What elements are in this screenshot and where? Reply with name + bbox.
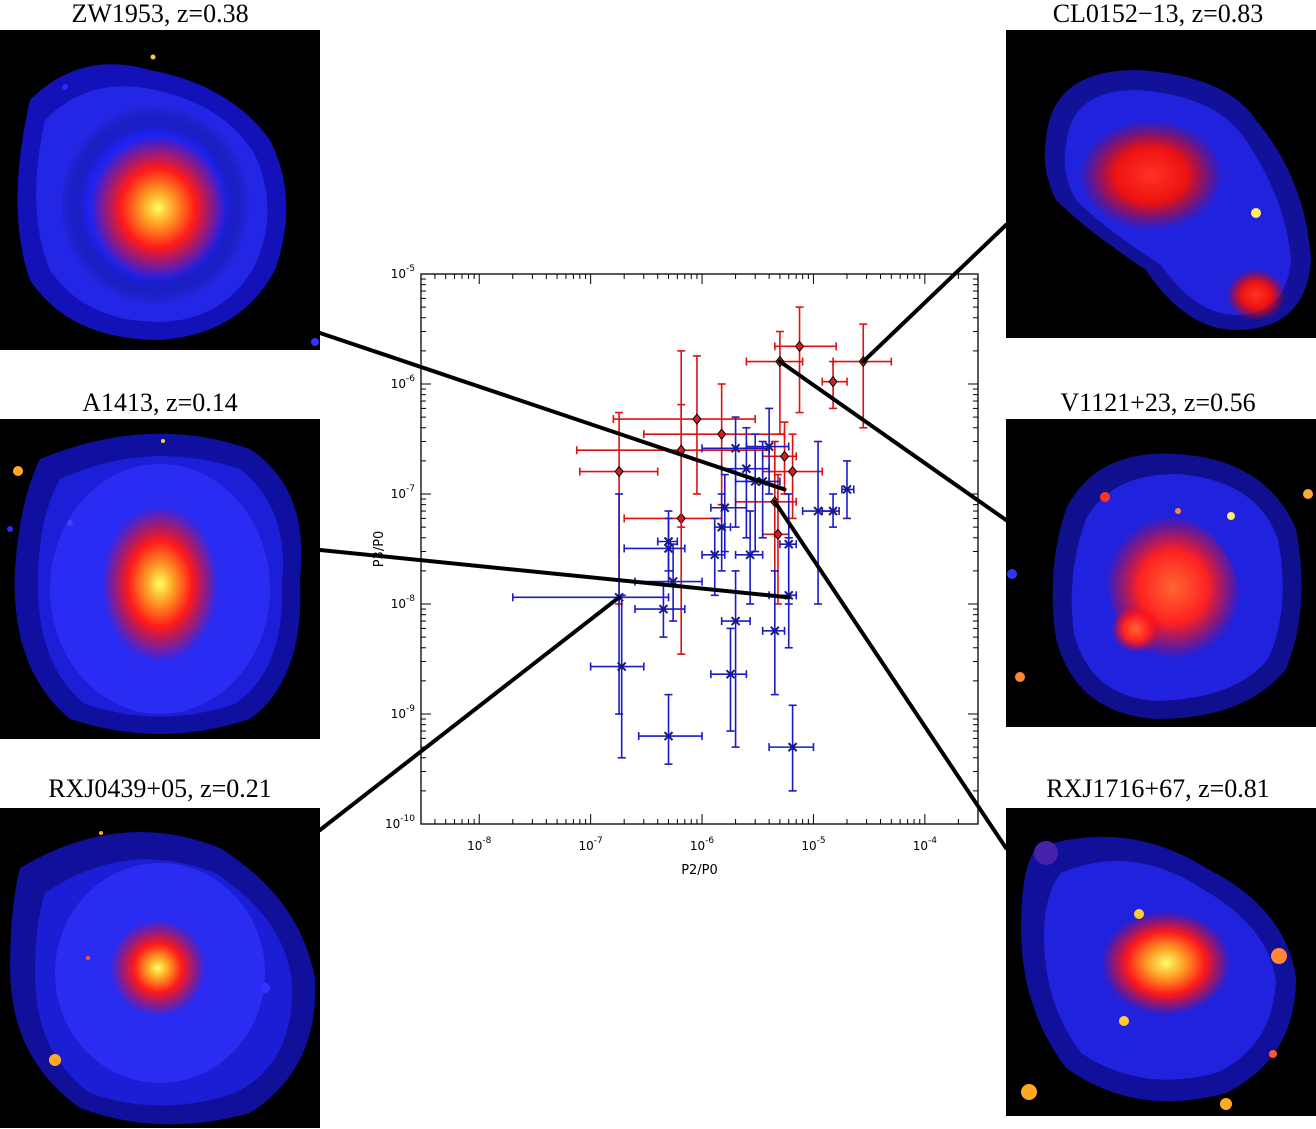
- y-tick-label: 10-7: [391, 484, 415, 501]
- diamond-marker: [717, 428, 727, 440]
- data-point: [761, 570, 786, 696]
- diamond-marker: [775, 355, 785, 368]
- x-marker: [730, 616, 741, 626]
- data-point: [734, 510, 764, 605]
- diamond-marker: [692, 413, 702, 425]
- x-marker: [663, 731, 674, 741]
- data-point: [821, 360, 848, 410]
- panel-title-cl0152: CL0152−13, z=0.83: [1052, 0, 1264, 28]
- data-point: [710, 473, 748, 553]
- data-point: [656, 510, 679, 572]
- x-marker: [720, 503, 730, 513]
- panel-image-rxj1716: [1006, 808, 1316, 1116]
- data-point: [637, 693, 703, 765]
- data-point: [710, 627, 748, 732]
- data-point: [720, 570, 751, 748]
- data-point: [832, 323, 893, 429]
- panel-title-zw1953: ZW1953, z=0.38: [71, 0, 249, 28]
- diamond-marker: [828, 375, 838, 388]
- diamond-marker: [779, 450, 790, 463]
- panel-title-rxj1716: RXJ1716+67, z=0.81: [1046, 774, 1270, 803]
- data-point: [589, 594, 645, 759]
- diamond-marker: [676, 444, 686, 457]
- x-tick-label: 10-6: [690, 836, 715, 853]
- diamond-marker: [858, 355, 868, 368]
- y-tick-label: 10-8: [391, 594, 416, 611]
- panel-title-rxj0439: RXJ0439+05, z=0.21: [48, 774, 272, 803]
- panel-image-v1121: [1006, 419, 1316, 727]
- y-tick-label: 10-6: [391, 374, 416, 391]
- diamond-marker: [787, 465, 798, 478]
- data-point: [612, 355, 757, 495]
- panel-title-v1121: V1121+23, z=0.56: [1060, 388, 1256, 417]
- x-tick-label: 10-7: [579, 836, 603, 853]
- x-marker: [725, 669, 736, 679]
- panel-image-cl0152: [1006, 30, 1316, 338]
- x-tick-label: 10-4: [913, 836, 938, 853]
- data-point: [801, 440, 834, 605]
- y-axis-label: P3/P0: [372, 531, 387, 568]
- data-point: [623, 517, 686, 586]
- data-point: [774, 306, 837, 414]
- x-marker: [658, 604, 669, 614]
- data-point: [768, 704, 815, 792]
- x-tick-label: 10-5: [801, 836, 825, 853]
- panel-image-a1413: [0, 419, 320, 739]
- data-point: [575, 403, 770, 528]
- series-diamond: [575, 306, 893, 655]
- data-point: [821, 493, 840, 528]
- y-tick-label: 10-5: [391, 264, 415, 281]
- x-axis-label: P2/P0: [681, 863, 718, 878]
- x-marker: [663, 536, 674, 547]
- diamond-marker: [794, 340, 805, 353]
- data-point: [634, 583, 686, 638]
- panel-image-rxj0439: [0, 808, 320, 1128]
- data-point: [511, 493, 670, 715]
- x-tick-label: 10-8: [467, 836, 492, 853]
- panel-image-zw1953: [0, 30, 320, 350]
- y-tick-label: 10-10: [385, 814, 415, 831]
- data-point: [841, 460, 855, 520]
- series-x: [511, 407, 855, 792]
- panel-title-a1413: A1413, z=0.14: [82, 388, 238, 417]
- chart-p3-vs-p2: 10-8 10-7 10-6 10-5 10-4 10-10 10-9 10-8 10-7 10-…: [372, 264, 979, 878]
- y-tick-label: 10-9: [391, 704, 416, 721]
- data-point: [734, 440, 797, 597]
- diamond-marker: [614, 465, 624, 478]
